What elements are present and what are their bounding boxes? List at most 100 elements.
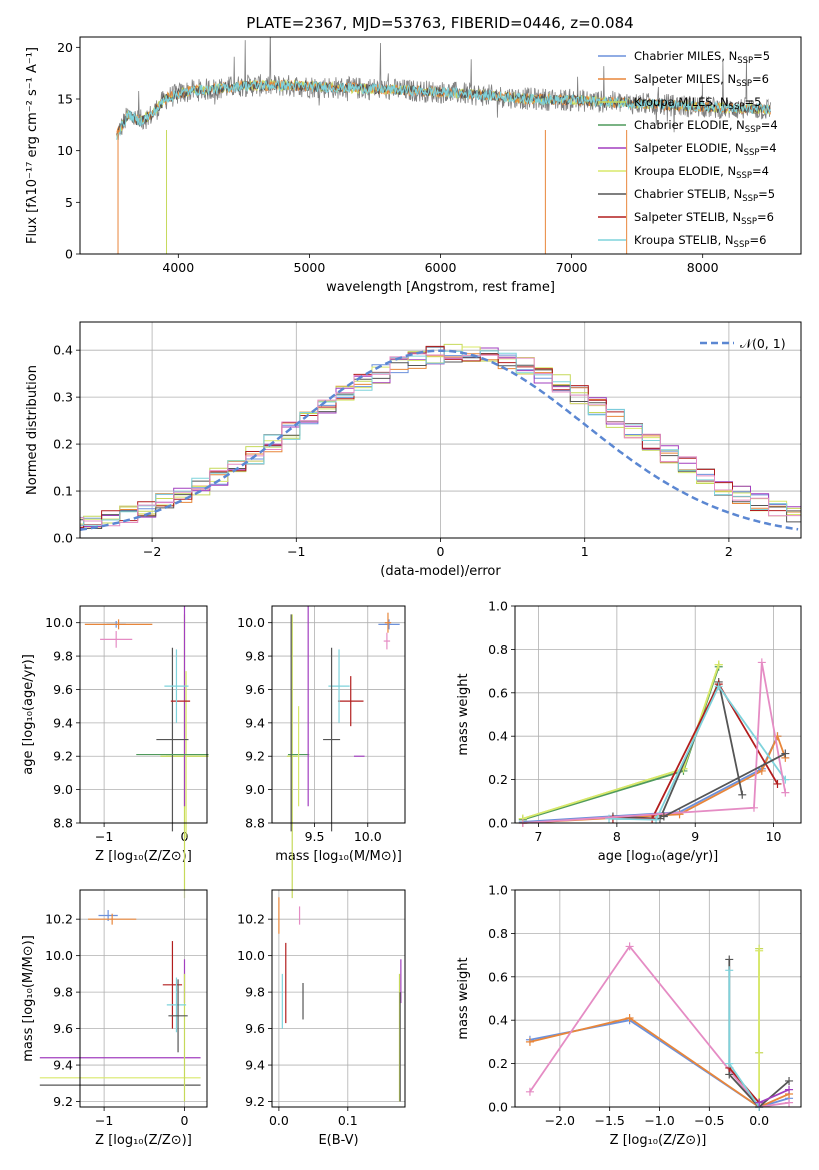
weight-point-marker bbox=[725, 955, 734, 964]
y-axis-label: Normed distribution bbox=[25, 365, 40, 495]
model-spectrum-line bbox=[116, 79, 771, 140]
weight-series bbox=[518, 658, 790, 827]
legend-label-sub: SSP bbox=[729, 102, 745, 112]
weight-point-marker bbox=[785, 1076, 794, 1085]
y-tick-label: 9.4 bbox=[53, 1058, 73, 1073]
x-axis-label: Z [log₁₀(Z/Z⊙)] bbox=[610, 1133, 707, 1148]
y-tick-label: 9.2 bbox=[53, 749, 73, 764]
y-tick-label: 0.8 bbox=[488, 926, 508, 941]
x-tick-label: 9 bbox=[691, 829, 699, 844]
x-tick-label: 6000 bbox=[425, 260, 457, 275]
weight-point-marker bbox=[757, 766, 766, 775]
weight-point-marker bbox=[725, 966, 734, 975]
weight_vs_Z-panel: −2.0 −1.5 −1.0 −0.5 0.0 0.0 0.2 0.4 0.6 0.8 1.0 Z [… bbox=[456, 883, 802, 1148]
y-axis-label: age [log₁₀(age/yr)] bbox=[21, 654, 36, 775]
axes-frame bbox=[514, 889, 802, 1108]
y-tick-label: 9.8 bbox=[53, 649, 73, 664]
x-tick-label: 0.1 bbox=[338, 1113, 358, 1128]
y-tick-label: 9.4 bbox=[245, 1058, 265, 1073]
weight-point-marker bbox=[755, 946, 764, 955]
weight-point-marker bbox=[648, 814, 657, 823]
weight-line bbox=[663, 752, 786, 818]
axes-frame bbox=[79, 36, 802, 255]
y-tick-label: 1.0 bbox=[488, 599, 508, 614]
y-tick-label: 0 bbox=[65, 247, 73, 262]
legend-label: Kroupa ELODIE, NSSP=4 bbox=[634, 164, 769, 181]
x-tick-label: 8000 bbox=[687, 260, 719, 275]
legend-label-tail: =4 bbox=[760, 141, 777, 155]
x-tick-label: 0 bbox=[181, 1113, 189, 1128]
y-tick-label: 0.2 bbox=[488, 1056, 508, 1071]
y-tick-label: 0.4 bbox=[53, 343, 73, 358]
spectrum-panel: 4000 5000 6000 7000 8000 0 5 10 15 20 wavelength [… bbox=[25, 14, 802, 295]
mass_vs_Z-panel: −1 0 9.2 9.4 9.6 9.8 10.0 10.2 Z [log₁₀(Z/Z⊙)] ma… bbox=[21, 889, 208, 1148]
x-tick-label: −1 bbox=[95, 1113, 113, 1128]
y-tick-label: 9.2 bbox=[245, 1094, 265, 1109]
x-axis-label: Z [log₁₀(Z/Z⊙)] bbox=[95, 849, 192, 864]
weight-point-marker bbox=[525, 1087, 534, 1096]
x-tick-label: −1.0 bbox=[644, 1113, 674, 1128]
weight-point-marker bbox=[625, 1014, 634, 1023]
x-tick-label: −0.5 bbox=[694, 1113, 724, 1128]
weight-point-marker bbox=[525, 1037, 534, 1046]
y-tick-label: 9.6 bbox=[53, 682, 73, 697]
weight-point-marker bbox=[659, 812, 668, 821]
weight-point-marker bbox=[738, 790, 747, 799]
x-tick-label: 7000 bbox=[556, 260, 588, 275]
chart-title: PLATE=2367, MJD=53763, FIBERID=0446, z=0… bbox=[246, 14, 633, 32]
x-axis-label: Z [log₁₀(Z/Z⊙)] bbox=[95, 1133, 192, 1148]
y-tick-label: 15 bbox=[57, 92, 73, 107]
y-tick-label: 0.6 bbox=[488, 685, 508, 700]
legend-label: Salpeter STELIB, NSSP=6 bbox=[634, 210, 774, 227]
y-tick-label: 10.2 bbox=[237, 912, 265, 927]
y-tick-label: 10 bbox=[57, 143, 73, 158]
x-tick-label: −2.0 bbox=[545, 1113, 575, 1128]
legend-label-main: Chabrier ELODIE, N bbox=[634, 118, 745, 132]
axes-frame bbox=[514, 605, 802, 824]
y-axis-label: Flux [fλ10⁻¹⁷ erg cm⁻² s⁻¹ A⁻¹] bbox=[25, 47, 40, 244]
y-tick-label: 10.0 bbox=[237, 948, 265, 963]
error-bars bbox=[84, 606, 209, 899]
error-bars bbox=[278, 897, 402, 1102]
legend-label: Kroupa STELIB, NSSP=6 bbox=[634, 233, 766, 250]
y-tick-label: 9.2 bbox=[53, 1094, 73, 1109]
y-tick-label: 9.6 bbox=[245, 682, 265, 697]
y-tick-label: 0.3 bbox=[53, 390, 73, 405]
y-tick-label: 0.2 bbox=[53, 437, 73, 452]
legend-label-main: Kroupa MILES, N bbox=[634, 95, 729, 109]
weight-point-marker bbox=[605, 814, 614, 823]
y-tick-label: 9.6 bbox=[53, 1021, 73, 1036]
legend-label-sub: SSP bbox=[742, 194, 758, 204]
weight-line bbox=[529, 1017, 790, 1109]
legend-label-main: Chabrier MILES, N bbox=[634, 49, 737, 63]
axes-frame bbox=[271, 605, 406, 824]
weight_vs_age-panel: 7 8 9 10 0.0 0.2 0.4 0.6 0.8 1.0 age [log₁₀(age/yr… bbox=[456, 599, 802, 864]
legend-label: Salpeter ELODIE, NSSP=4 bbox=[634, 141, 777, 158]
y-tick-label: 9.4 bbox=[53, 715, 73, 730]
weight-point-marker bbox=[625, 942, 634, 951]
legend-label: Chabrier MILES, NSSP=5 bbox=[634, 49, 770, 66]
histogram-step-line bbox=[80, 353, 801, 527]
y-tick-label: 10.0 bbox=[45, 615, 73, 630]
weight-point-marker bbox=[725, 1059, 734, 1068]
legend-label-tail: =6 bbox=[749, 233, 766, 247]
legend-label-sub: SSP bbox=[741, 217, 757, 227]
x-tick-label: 0.0 bbox=[749, 1113, 769, 1128]
legend-label: Salpeter MILES, NSSP=6 bbox=[634, 72, 769, 89]
x-axis-label: mass [log₁₀(M/M⊙)] bbox=[275, 849, 402, 864]
x-tick-label: 1 bbox=[581, 544, 589, 559]
x-tick-label: 0.0 bbox=[269, 1113, 289, 1128]
axes-frame bbox=[271, 889, 406, 1108]
x-tick-label: −1 bbox=[287, 544, 305, 559]
age_vs_Z-panel: −108.89.09.29.49.69.810.0Z [log₁₀(Z/Z⊙)]… bbox=[21, 605, 209, 899]
weight-point-marker bbox=[757, 658, 766, 667]
legend-label-main: Salpeter MILES, N bbox=[634, 72, 736, 86]
legend-label-sub: SSP bbox=[744, 148, 760, 158]
x-tick-label: 8 bbox=[613, 829, 621, 844]
y-tick-label: 0.1 bbox=[53, 484, 73, 499]
x-tick-label: 10.0 bbox=[354, 829, 382, 844]
y-tick-label: 9.0 bbox=[245, 782, 265, 797]
weight-line bbox=[758, 1088, 790, 1104]
y-tick-label: 1.0 bbox=[488, 883, 508, 898]
